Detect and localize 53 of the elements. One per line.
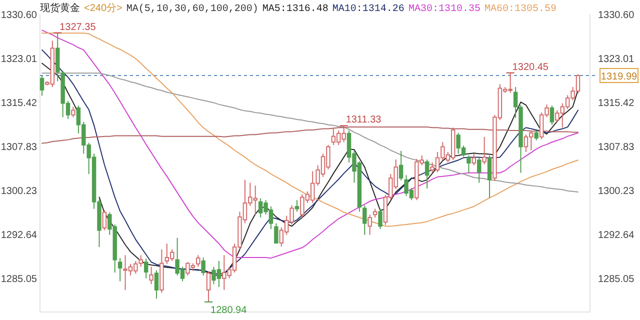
chart-title: 现货黄金	[40, 2, 80, 14]
candlestick	[550, 105, 554, 126]
line-series	[42, 72, 578, 192]
y2-tick-label: 1323.01	[598, 54, 635, 66]
candlestick	[294, 200, 300, 212]
y2-tick-label: 1285.05	[598, 274, 635, 286]
candlestick	[102, 209, 107, 231]
candlestick	[368, 214, 372, 236]
candlestick	[274, 222, 278, 244]
y-tick-label: 1330.60	[0, 10, 38, 21]
y-tick-label: 1292.64	[0, 230, 38, 242]
candlestick	[196, 254, 200, 268]
candlestick	[201, 257, 206, 276]
y2-tick-label: 1300.23	[598, 186, 635, 198]
y-tick-label: 1315.42	[0, 98, 38, 110]
y-tick-label: 1300.23	[0, 186, 38, 198]
y2-tick-label: 1292.64	[598, 230, 635, 242]
y2-tick-label: 1307.83	[598, 142, 635, 154]
candlestick	[466, 154, 471, 174]
annotation: 1320.45	[512, 62, 549, 73]
candlestick	[118, 258, 122, 282]
candlestick	[149, 266, 154, 285]
candlestick	[482, 136, 486, 165]
candlestick	[487, 154, 492, 198]
chart-subtitle: <240分>	[84, 2, 123, 14]
candlestick	[362, 204, 367, 236]
annotation: 1327.35	[60, 22, 96, 33]
y-tick-label: 1323.01	[0, 54, 38, 66]
y-tick-label: 1285.05	[0, 274, 38, 286]
candlestick	[472, 153, 476, 166]
candlestick	[154, 270, 159, 300]
ref-line-label: 1319.99	[600, 72, 638, 83]
candlestick	[40, 74, 44, 96]
candlestick	[71, 106, 76, 118]
candlestick	[56, 32, 60, 82]
y-tick-label: 1307.83	[0, 142, 38, 154]
annotation: 1311.33	[346, 114, 382, 126]
line-series	[42, 32, 578, 227]
candlestick	[398, 150, 404, 181]
candlestick	[534, 130, 538, 141]
annotation: MA(5,10,30,60,100,200)	[126, 3, 258, 15]
candlestick	[378, 208, 382, 230]
y2-tick-label: 1315.42	[598, 98, 635, 110]
ref-label: 1319.99	[600, 68, 638, 84]
text: MA10:1314.26	[332, 4, 404, 15]
candlestick	[477, 157, 482, 184]
text: MA60:1305.59	[484, 4, 556, 15]
text: MA30:1310.35	[408, 4, 480, 15]
candlestick	[424, 159, 430, 190]
y2-tick-label: 1330.60	[598, 10, 635, 21]
candlestick	[144, 258, 148, 279]
text: MA5:1316.48	[262, 4, 328, 15]
annotation: 1280.94	[210, 304, 248, 316]
